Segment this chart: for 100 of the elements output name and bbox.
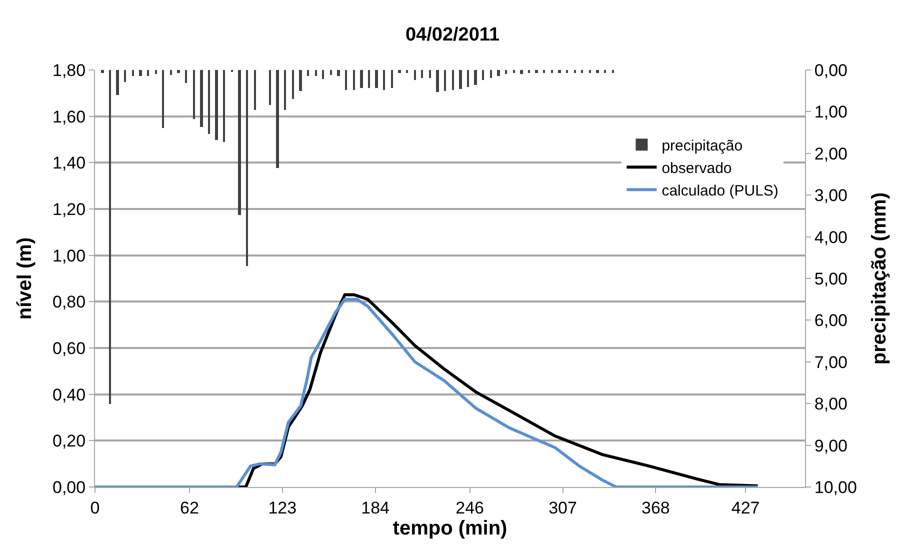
y-tick-label: 0,80 [52, 292, 86, 312]
bar [513, 70, 515, 73]
bar [520, 70, 523, 74]
bar [124, 70, 126, 82]
bar [398, 70, 401, 73]
bar [330, 70, 332, 75]
bar [170, 70, 172, 75]
bar [467, 70, 469, 87]
x-tick-label: 307 [548, 498, 577, 518]
bar [414, 70, 416, 80]
bar [254, 70, 256, 110]
y2-tick-label: 0,00 [814, 60, 848, 80]
y2-tick-label: 7,00 [814, 352, 848, 372]
bar [604, 70, 606, 73]
y-tick-label: 1,60 [52, 107, 86, 126]
y-tick-label: 1,40 [52, 154, 86, 173]
legend-label: precipitação [662, 137, 743, 154]
bar [177, 70, 180, 73]
bar [490, 70, 492, 78]
bar [155, 70, 157, 74]
bar [200, 70, 203, 127]
y2-tick-label: 9,00 [814, 436, 848, 456]
x-tick-label: 368 [642, 498, 670, 518]
bar [383, 70, 385, 90]
y2-axis-title: precipitação (mm) [868, 192, 890, 365]
y2-tick-label: 3,00 [814, 186, 848, 206]
bar [299, 70, 302, 91]
bar [360, 70, 363, 88]
bar [307, 70, 309, 76]
bar [315, 70, 317, 76]
bar [193, 70, 195, 119]
bar [109, 70, 111, 404]
y-axis-title: nível (m) [14, 237, 36, 320]
legend-label: calculado (PULS) [662, 182, 778, 200]
y2-tick-label: 6,00 [814, 311, 848, 330]
bar [444, 70, 446, 91]
bar [292, 70, 294, 99]
bar [185, 70, 187, 83]
bar [474, 70, 477, 85]
bar [558, 70, 561, 73]
bar [215, 70, 218, 140]
x-tick-label: 0 [90, 498, 100, 518]
y2-tick-label: 1,00 [814, 102, 848, 122]
y-tick-label: 1,00 [52, 246, 86, 266]
bar [345, 70, 347, 90]
bar [238, 70, 241, 215]
x-tick-label: 427 [731, 498, 760, 518]
bar [505, 70, 507, 74]
y-tick-label: 1,20 [52, 200, 86, 219]
bar [574, 70, 576, 73]
bar [436, 70, 439, 92]
y-tick-label: 0,00 [52, 478, 86, 497]
y2-tick-label: 5,00 [814, 269, 848, 288]
y-tick-label: 1,80 [52, 60, 86, 80]
bar [337, 70, 340, 76]
bar [589, 70, 591, 73]
bar [596, 70, 599, 73]
y-tick-label: 0,40 [52, 385, 86, 404]
bar [368, 70, 370, 88]
bar [459, 70, 462, 89]
x-tick-label: 62 [180, 498, 199, 518]
bar [322, 70, 324, 79]
bar [375, 70, 378, 88]
bar [101, 70, 104, 73]
y2-tick-label: 4,00 [814, 228, 848, 247]
bar [208, 70, 210, 134]
x-tick-label: 246 [456, 498, 484, 518]
bar [543, 70, 545, 73]
bar [353, 70, 355, 90]
y-tick-label: 0,60 [52, 338, 86, 358]
bar [482, 70, 484, 80]
chart-title: 04/02/2011 [405, 24, 500, 46]
bar [391, 70, 393, 88]
bar [246, 70, 248, 266]
bar [406, 70, 408, 73]
bar [223, 70, 225, 142]
x-axis-title: tempo (min) [392, 517, 508, 540]
bar [535, 70, 538, 73]
bar [566, 70, 568, 73]
bar [147, 70, 149, 76]
bar [452, 70, 454, 90]
y2-tick-label: 10,00 [814, 478, 857, 497]
legend-label: observado [662, 160, 732, 177]
y2-tick-label: 2,00 [814, 144, 848, 164]
bar [116, 70, 119, 95]
y2-tick-label: 8,00 [814, 394, 848, 414]
bar [269, 70, 271, 105]
bar [139, 70, 142, 76]
x-tick-label: 184 [361, 498, 390, 518]
bar [284, 70, 286, 110]
bar [162, 70, 164, 128]
bar [612, 70, 614, 73]
bar [551, 70, 553, 73]
bar [528, 70, 530, 73]
bar [429, 70, 431, 78]
bar [276, 70, 279, 168]
bar [421, 70, 423, 78]
x-tick-label: 123 [268, 498, 297, 518]
bar [497, 70, 500, 76]
y-tick-label: 0,20 [52, 432, 86, 451]
